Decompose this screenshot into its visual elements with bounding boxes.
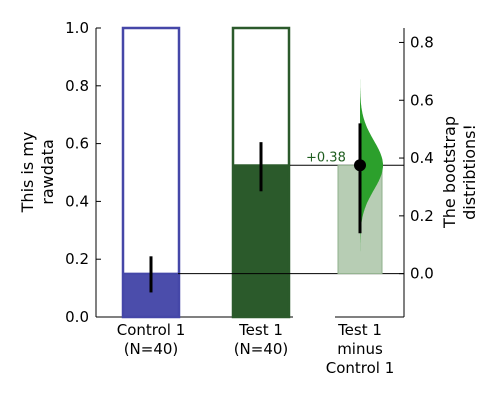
x-tick-label-line: (N=40): [234, 340, 289, 358]
bar-outline: [121, 26, 181, 319]
left-y-tick-label: 0.8: [65, 77, 89, 95]
x-tick-label: Control 1 (N=40): [117, 321, 186, 358]
right-y-axis-title-line: The bootstrap: [440, 116, 459, 229]
bars-group: [121, 26, 404, 319]
x-tick-label-line: minus: [337, 340, 383, 358]
delta-panel: +0.38: [306, 71, 383, 275]
bar-outline: [231, 26, 291, 319]
x-tick-labels: Control 1 (N=40)Test 1 (N=40)Test 1 minus Co…: [117, 321, 395, 377]
left-y-axis-title: This is myrawdata: [18, 132, 57, 214]
right-y-tick-label: 0.2: [410, 207, 434, 225]
x-tick-label-line: Test 1: [337, 321, 382, 339]
left-y-tick-label: 0.4: [65, 192, 89, 210]
left-y-tick-label: 1.0: [65, 19, 89, 37]
left-y-tick-label: 0.6: [65, 135, 89, 153]
x-tick-label: Test 1 (N=40): [234, 321, 289, 358]
right-y-tick-label: 0.4: [410, 149, 434, 167]
left-y-axis-title-line: This is my: [18, 132, 37, 214]
right-axis: 0.0 0.2 0.4 0.6 0.8 The bootstrapdistribtions…: [335, 28, 479, 318]
x-tick-label: Test 1 minus Control 1: [326, 321, 395, 377]
left-y-tick-label: 0.2: [65, 250, 89, 268]
left-y-tick-label: 0.0: [65, 308, 89, 326]
right-y-tick-label: 0.6: [410, 91, 434, 109]
x-tick-label-line: Control 1: [326, 359, 395, 377]
right-y-axis-title: The bootstrapdistribtions!: [440, 116, 479, 229]
right-y-axis-title-line: distribtions!: [460, 124, 479, 220]
bootstrap-distribution: [360, 71, 383, 254]
right-y-tick-label: 0.0: [410, 265, 434, 283]
x-tick-label-line: Test 1: [238, 321, 283, 339]
left-y-axis-title-line: rawdata: [38, 139, 57, 205]
right-y-tick-label: 0.8: [410, 33, 434, 51]
x-tick-label-line: Control 1: [117, 321, 186, 339]
delta-estimate-dot: [354, 159, 366, 172]
delta-annotation: +0.38: [306, 150, 346, 165]
x-tick-label-line: (N=40): [124, 340, 179, 358]
left-axis: 0.0 0.2 0.4 0.6 0.8 1.0 This is myrawdata: [18, 19, 293, 326]
